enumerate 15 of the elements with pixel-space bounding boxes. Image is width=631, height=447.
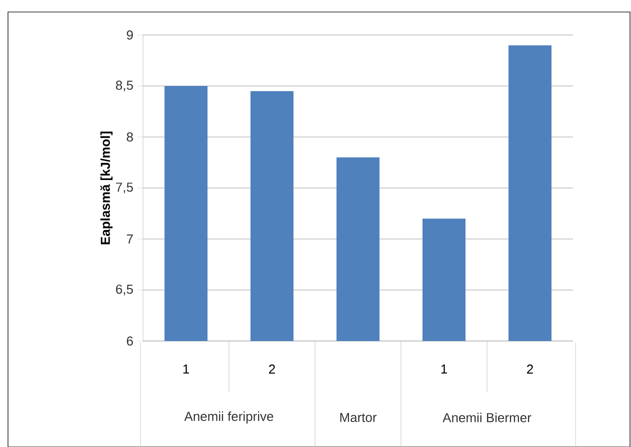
y-tick-label: 7,5: [116, 182, 133, 194]
x-tick-label: 1: [183, 364, 189, 374]
x-tick-label: 2: [527, 364, 533, 374]
text: Anemii Biermer: [442, 412, 532, 422]
x-tick-label: 1: [441, 364, 447, 374]
y-tick-label: 6: [126, 336, 133, 346]
text: Martor: [340, 412, 377, 422]
y-tick-label: 9: [126, 30, 133, 40]
x-tick-label: 2: [269, 364, 275, 374]
y-tick-label: 6,5: [116, 284, 133, 296]
text: Anemii feriprive: [184, 411, 274, 424]
y-tick-label: 8,5: [116, 80, 133, 92]
y-tick-label: 7: [126, 234, 133, 244]
y-axis-title: Eaplasmă [kJ/mol]: [100, 132, 113, 244]
y-tick-label: 8: [126, 132, 133, 142]
